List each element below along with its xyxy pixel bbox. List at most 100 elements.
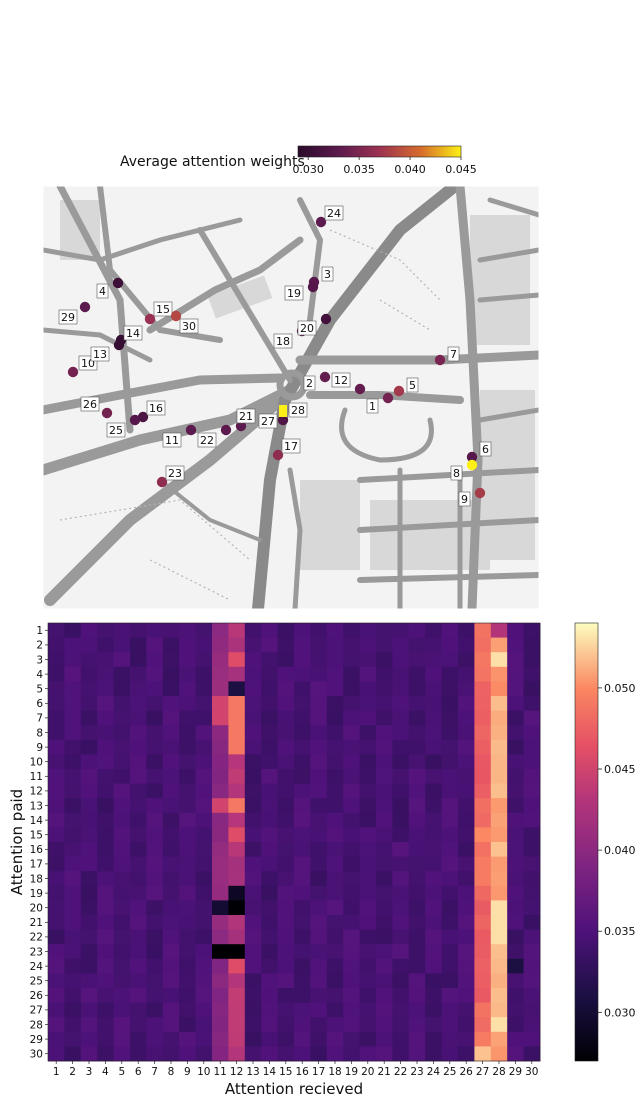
heatmap-cell <box>425 637 442 653</box>
heatmap-cell <box>326 769 344 784</box>
heatmap-cell <box>490 696 508 711</box>
heatmap-cell <box>162 944 180 960</box>
heatmap-cell <box>458 696 475 711</box>
heatmap-cell <box>490 1017 508 1033</box>
heatmap-cell <box>113 856 131 872</box>
heatmap-y-tick-label: 22 <box>30 932 43 944</box>
heatmap-y-tick-label: 16 <box>30 844 44 856</box>
heatmap-cell <box>359 915 377 930</box>
heatmap-cell <box>130 958 147 974</box>
heatmap-cell <box>244 1017 262 1033</box>
heatmap-cell <box>425 944 442 960</box>
heatmap-cell <box>113 1002 131 1018</box>
heatmap-colorbar-tick-label: 0.050 <box>604 682 635 695</box>
heatmap-cell <box>326 1002 344 1018</box>
heatmap-cell <box>228 885 246 901</box>
map-colorbar <box>297 145 462 158</box>
map-point-label-box <box>366 398 379 414</box>
heatmap-cell <box>277 885 295 901</box>
heatmap-cell <box>64 842 82 857</box>
map-point-marker <box>79 301 91 313</box>
heatmap-cell <box>474 798 492 814</box>
heatmap-cell <box>507 944 524 960</box>
heatmap-cell <box>261 958 278 974</box>
map-point-label: 27 <box>261 415 275 428</box>
heatmap-cell <box>80 812 98 828</box>
heatmap-cell <box>97 798 114 814</box>
heatmap-cell <box>64 958 82 974</box>
heatmap-cell <box>474 1031 492 1047</box>
heatmap-cell <box>212 1046 229 1062</box>
heatmap-cell <box>343 623 360 638</box>
heatmap-cell <box>244 842 262 857</box>
heatmap-cell <box>441 1017 459 1033</box>
heatmap-cell <box>64 681 82 697</box>
heatmap-cell <box>228 1017 246 1033</box>
heatmap-cell <box>195 739 213 755</box>
heatmap-cell <box>64 1002 82 1018</box>
heatmap-cell <box>458 929 475 945</box>
heatmap-cell <box>244 710 262 726</box>
heatmap-cell <box>48 798 65 814</box>
heatmap-cell <box>146 637 164 653</box>
map-point-marker <box>307 281 319 293</box>
heatmap-cell <box>343 915 360 930</box>
heatmap-cell <box>507 710 524 726</box>
heatmap-cell <box>425 1031 442 1047</box>
heatmap-cell <box>97 929 114 945</box>
heatmap-cell <box>326 958 344 974</box>
heatmap-cell <box>97 827 114 843</box>
heatmap-cell <box>523 754 541 770</box>
heatmap-cell <box>474 856 492 872</box>
map-point-marker <box>220 424 232 436</box>
heatmap-cell <box>458 827 475 843</box>
heatmap-cell <box>228 871 246 887</box>
heatmap-cell <box>261 1017 278 1033</box>
heatmap-cell <box>523 885 541 901</box>
heatmap-y-tick-label: 18 <box>30 873 43 885</box>
heatmap-cell <box>179 1017 196 1033</box>
heatmap-cell <box>408 652 426 668</box>
heatmap-cell <box>97 754 114 770</box>
heatmap-cell <box>48 944 65 960</box>
heatmap-cell <box>392 623 410 638</box>
heatmap-colorbar-tick-label: 0.045 <box>604 763 635 776</box>
heatmap-cell <box>113 885 131 901</box>
heatmap-cell <box>458 900 475 916</box>
heatmap-cell <box>310 973 328 989</box>
heatmap-cell <box>64 710 82 726</box>
map-point-7: 7 <box>434 346 460 366</box>
heatmap-cell <box>162 885 180 901</box>
heatmap-cell <box>64 739 82 755</box>
heatmap-cell <box>458 1031 475 1047</box>
heatmap-cell <box>80 856 98 872</box>
heatmap-cell <box>408 958 426 974</box>
heatmap-cell <box>261 856 278 872</box>
map-point-12: 12 <box>331 372 366 395</box>
heatmap-cell <box>458 842 475 857</box>
map-point-label-box <box>321 266 334 282</box>
heatmap-cell <box>458 623 475 638</box>
heatmap-cell <box>244 652 262 668</box>
heatmap-cell <box>179 915 196 930</box>
heatmap-cell <box>130 929 147 945</box>
heatmap-cell <box>113 769 131 784</box>
heatmap-cell <box>64 798 82 814</box>
heatmap-cell <box>458 944 475 960</box>
heatmap-cell <box>162 754 180 770</box>
heatmap-y-tick-label: 7 <box>36 713 43 725</box>
heatmap-cell <box>359 652 377 668</box>
heatmap-cell <box>212 885 229 901</box>
heatmap-cell <box>474 958 492 974</box>
heatmap-cell <box>146 915 164 930</box>
heatmap-cell <box>97 681 114 697</box>
heatmap-cell <box>277 754 295 770</box>
map-point-label-box <box>273 333 293 349</box>
heatmap-cell <box>179 988 196 1003</box>
heatmap-cell <box>458 783 475 799</box>
heatmap-cell <box>343 827 360 843</box>
map-point-label: 12 <box>334 374 348 387</box>
map-point-label-box <box>80 396 100 412</box>
heatmap-cell <box>507 1002 524 1018</box>
heatmap-cell <box>490 710 508 726</box>
